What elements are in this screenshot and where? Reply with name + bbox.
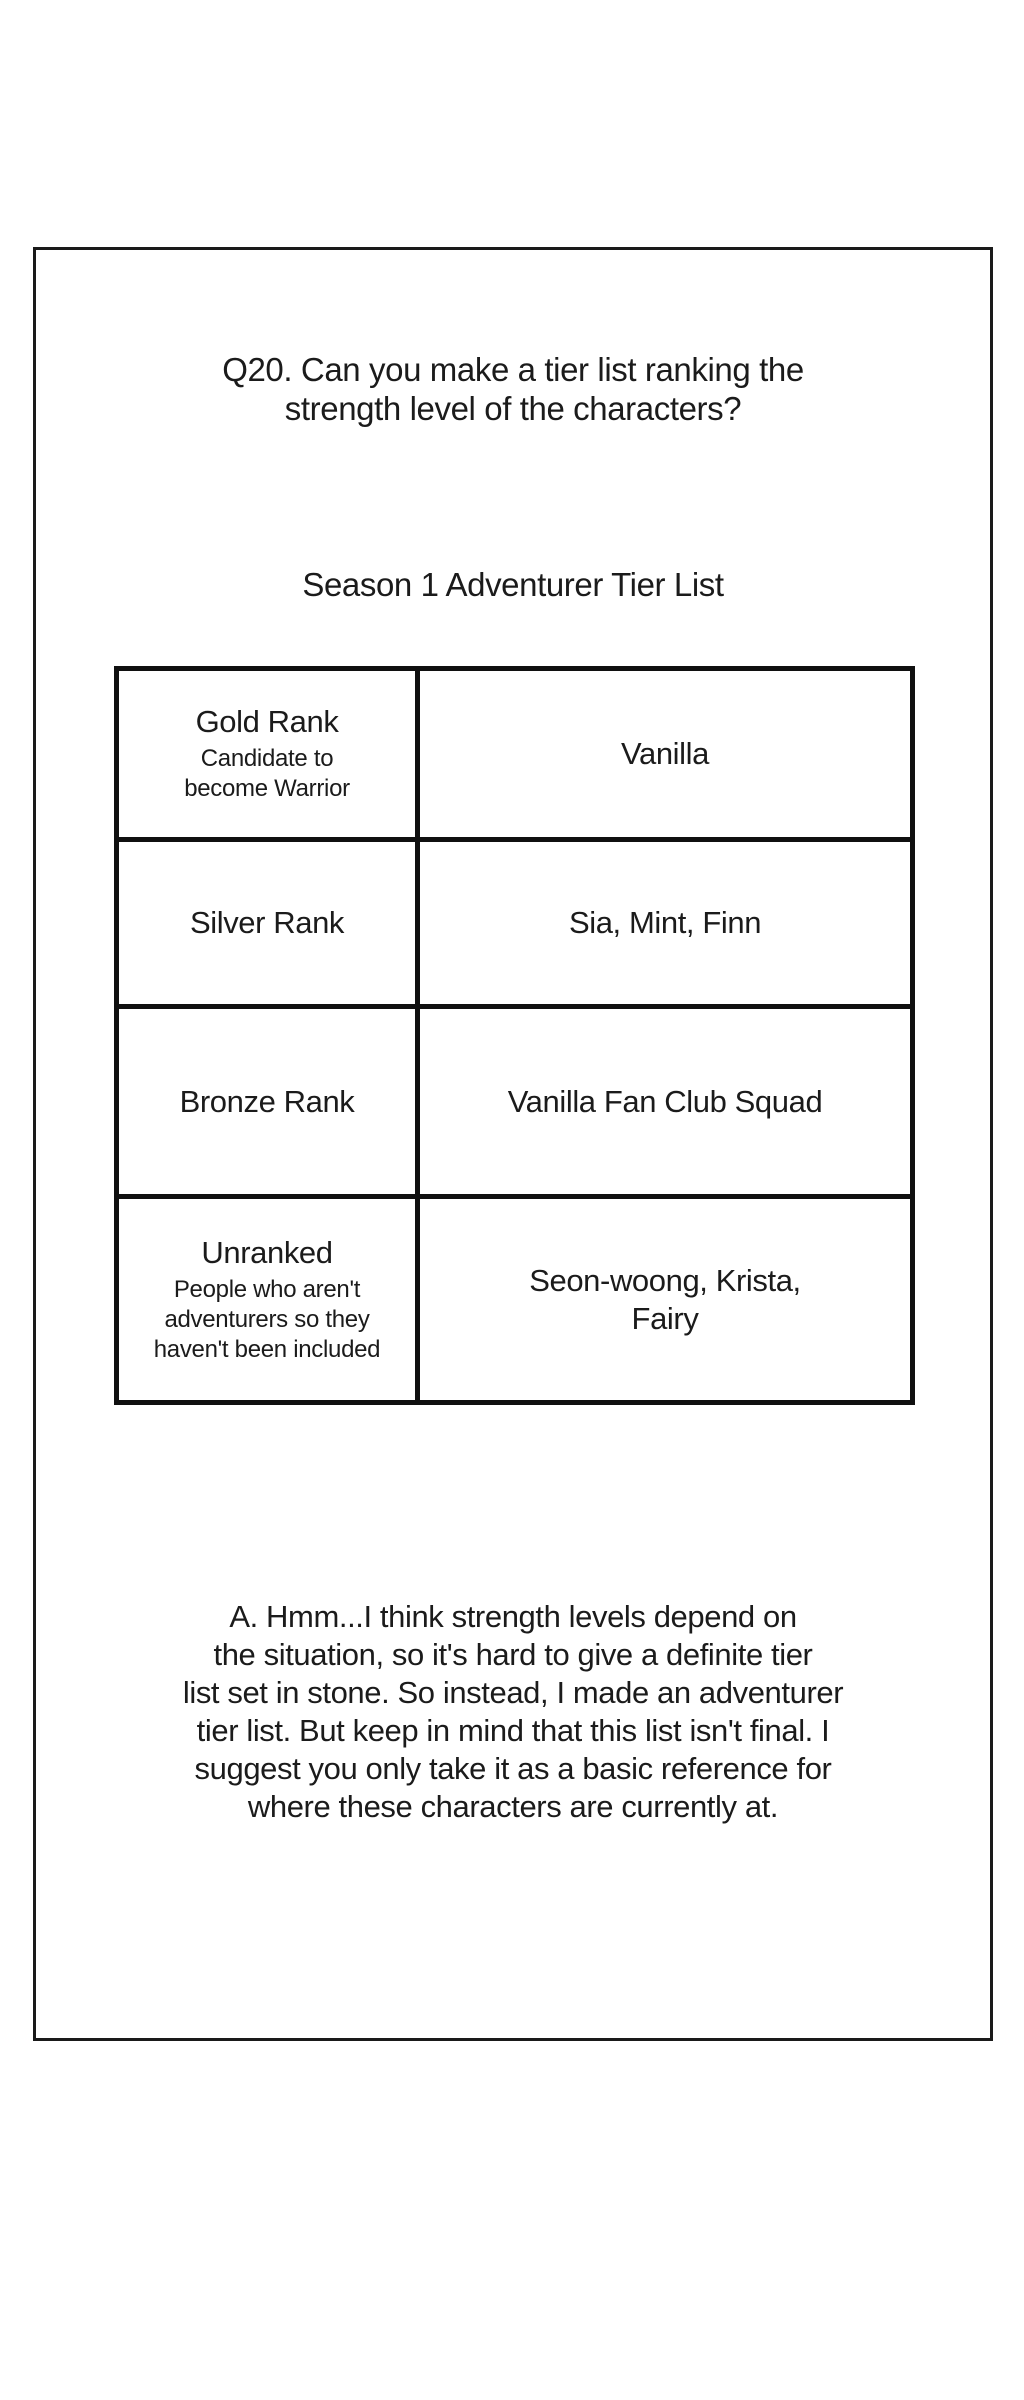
page-border-frame: Q20. Can you make a tier list ranking th… bbox=[33, 247, 993, 2041]
table-column-divider bbox=[415, 671, 420, 837]
rank-cell-bronze: Bronze Rank bbox=[119, 1009, 415, 1194]
members-cell-gold: Vanilla bbox=[420, 671, 910, 837]
table-column-divider bbox=[415, 1009, 420, 1194]
members-cell-unranked: Seon-woong, Krista, Fairy bbox=[420, 1199, 910, 1400]
rank-cell-unranked: Unranked People who aren't adventurers so… bbox=[119, 1199, 415, 1400]
rank-note-gold: Candidate to become Warrior bbox=[184, 745, 350, 802]
members-unranked: Seon-woong, Krista, Fairy bbox=[529, 1262, 801, 1336]
members-silver: Sia, Mint, Finn bbox=[568, 905, 762, 940]
rank-label-gold: Gold Rank bbox=[195, 704, 339, 739]
members-bronze: Vanilla Fan Club Squad bbox=[507, 1083, 823, 1119]
rank-label-silver: Silver Rank bbox=[189, 905, 345, 940]
rank-label-unranked: Unranked bbox=[201, 1234, 333, 1270]
tier-list-title: Season 1 Adventurer Tier List bbox=[302, 566, 724, 603]
members-cell-silver: Sia, Mint, Finn bbox=[420, 842, 910, 1004]
rank-note-unranked: People who aren't adventurers so they have… bbox=[153, 1275, 381, 1363]
question-text: Q20. Can you make a tier list ranking th… bbox=[222, 351, 804, 427]
members-gold: Vanilla bbox=[621, 736, 709, 771]
table-column-divider bbox=[415, 842, 420, 1004]
table-column-divider bbox=[415, 1199, 420, 1400]
table-row-divider bbox=[119, 837, 910, 842]
answer-text: A. Hmm...I think strength levels depend … bbox=[182, 1599, 844, 1824]
table-row-divider bbox=[119, 1004, 910, 1009]
tier-table: Gold Rank Candidate to become Warrior Van… bbox=[114, 666, 915, 1405]
table-row-divider bbox=[119, 1194, 910, 1199]
rank-label-bronze: Bronze Rank bbox=[179, 1083, 355, 1119]
rank-cell-silver: Silver Rank bbox=[119, 842, 415, 1004]
rank-cell-gold: Gold Rank Candidate to become Warrior bbox=[119, 671, 415, 837]
members-cell-bronze: Vanilla Fan Club Squad bbox=[420, 1009, 910, 1194]
